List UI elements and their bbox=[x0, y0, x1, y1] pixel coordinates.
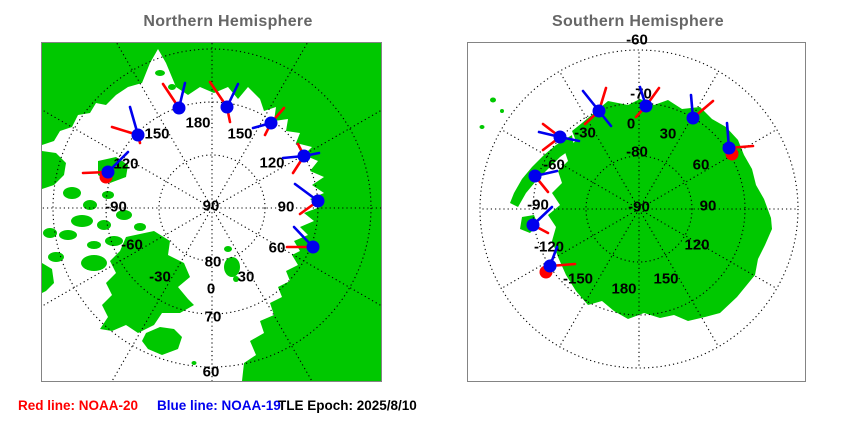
graticule-label: 30 bbox=[237, 268, 255, 286]
south-map-title: Southern Hemisphere bbox=[552, 13, 724, 30]
graticule-label: 90 bbox=[277, 198, 295, 216]
graticule-label: 0 bbox=[206, 280, 216, 298]
graticule-label: 150 bbox=[227, 125, 253, 143]
graticule-label: 150 bbox=[144, 125, 170, 143]
graticule-label: -80 bbox=[626, 143, 648, 161]
land-greenland bbox=[100, 231, 194, 333]
northern-hemisphere-map: 180 150 120 90 60 30 0 -30 -60 -90 120 150 90 80 70 60 bbox=[40, 41, 382, 382]
land-iceland bbox=[142, 327, 182, 355]
land-left-lower bbox=[42, 263, 54, 293]
southern-hemisphere-map: -60 -70 -80 -90 0 30 60 90 120 150 180 -150 -120 -90 -… bbox=[466, 33, 806, 382]
graticule-label: 120 bbox=[684, 236, 710, 254]
graticule-label: 180 bbox=[611, 280, 637, 298]
graticule-label: 90 bbox=[699, 197, 717, 215]
land-antarctica bbox=[548, 99, 772, 321]
graticule-label: 120 bbox=[259, 154, 285, 172]
graticule-label: 60 bbox=[692, 156, 710, 174]
graticule-label: 60 bbox=[268, 239, 286, 257]
graticule-label: -90 bbox=[628, 198, 650, 216]
land-eurasia-ring bbox=[42, 43, 381, 381]
graticule-label: 30 bbox=[659, 125, 677, 143]
legend: Red line: NOAA-20 Blue line: NOAA-19 TLE… bbox=[0, 398, 850, 418]
graticule-label: 70 bbox=[204, 308, 222, 326]
south-map-land bbox=[468, 43, 805, 381]
graticule-label: 120 bbox=[113, 155, 139, 173]
graticule-label: 80 bbox=[204, 253, 222, 271]
graticule-label: -90 bbox=[527, 196, 549, 214]
land-left-bump bbox=[42, 151, 66, 189]
graticule-label: 0 bbox=[626, 115, 636, 133]
land-svalbard bbox=[224, 257, 240, 277]
legend-noaa20: Red line: NOAA-20 bbox=[18, 398, 139, 413]
graticule-label: -70 bbox=[630, 85, 652, 103]
graticule-label: -60 bbox=[626, 31, 648, 49]
graticule-label: -90 bbox=[105, 198, 127, 216]
graticule-label: -30 bbox=[574, 124, 596, 142]
graticule-label: -150 bbox=[562, 270, 594, 288]
graticule-label: -30 bbox=[149, 268, 171, 286]
graticule-label: -60 bbox=[543, 156, 565, 174]
graticule-label: -60 bbox=[121, 236, 143, 254]
north-map-title: Northern Hemisphere bbox=[143, 13, 313, 30]
legend-tle-epoch: TLE Epoch: 2025/8/10 bbox=[278, 398, 417, 413]
graticule-label: 180 bbox=[185, 114, 211, 132]
graticule-label: 150 bbox=[653, 270, 679, 288]
south-map-border bbox=[466, 41, 806, 382]
graticule-label: 60 bbox=[202, 363, 220, 381]
north-map-border bbox=[40, 41, 382, 382]
graticule-label: 90 bbox=[202, 197, 220, 215]
legend-noaa19: Blue line: NOAA-19 bbox=[157, 398, 281, 413]
graticule-label: -120 bbox=[533, 238, 565, 256]
